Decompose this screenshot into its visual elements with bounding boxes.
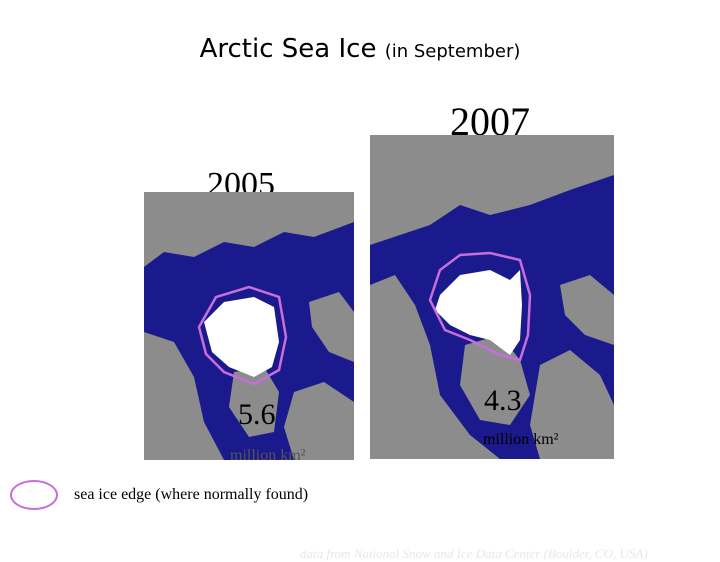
sea-ice-map-2007: [370, 135, 614, 459]
ice-area-value-2005: 5.6: [238, 398, 276, 431]
ice-area-unit-2007: million km²: [483, 431, 559, 448]
data-credit: data from National Snow and Ice Data Cen…: [300, 546, 648, 561]
legend-label: sea ice edge (where normally found): [74, 486, 309, 503]
ice-area-value-2007: 4.3: [484, 384, 522, 417]
year-label-2007: 2007: [450, 99, 530, 144]
slide-title: Arctic Sea Ice (in September): [0, 34, 720, 64]
ice-area-unit-2005: million km²: [230, 448, 306, 460]
title-main: Arctic Sea Ice: [199, 34, 377, 64]
sea-ice-map-2005: [144, 192, 354, 460]
title-sub: (in September): [384, 41, 521, 62]
legend: sea ice edge (where normally found): [10, 480, 308, 510]
ice-edge-oval-icon: [10, 480, 58, 510]
